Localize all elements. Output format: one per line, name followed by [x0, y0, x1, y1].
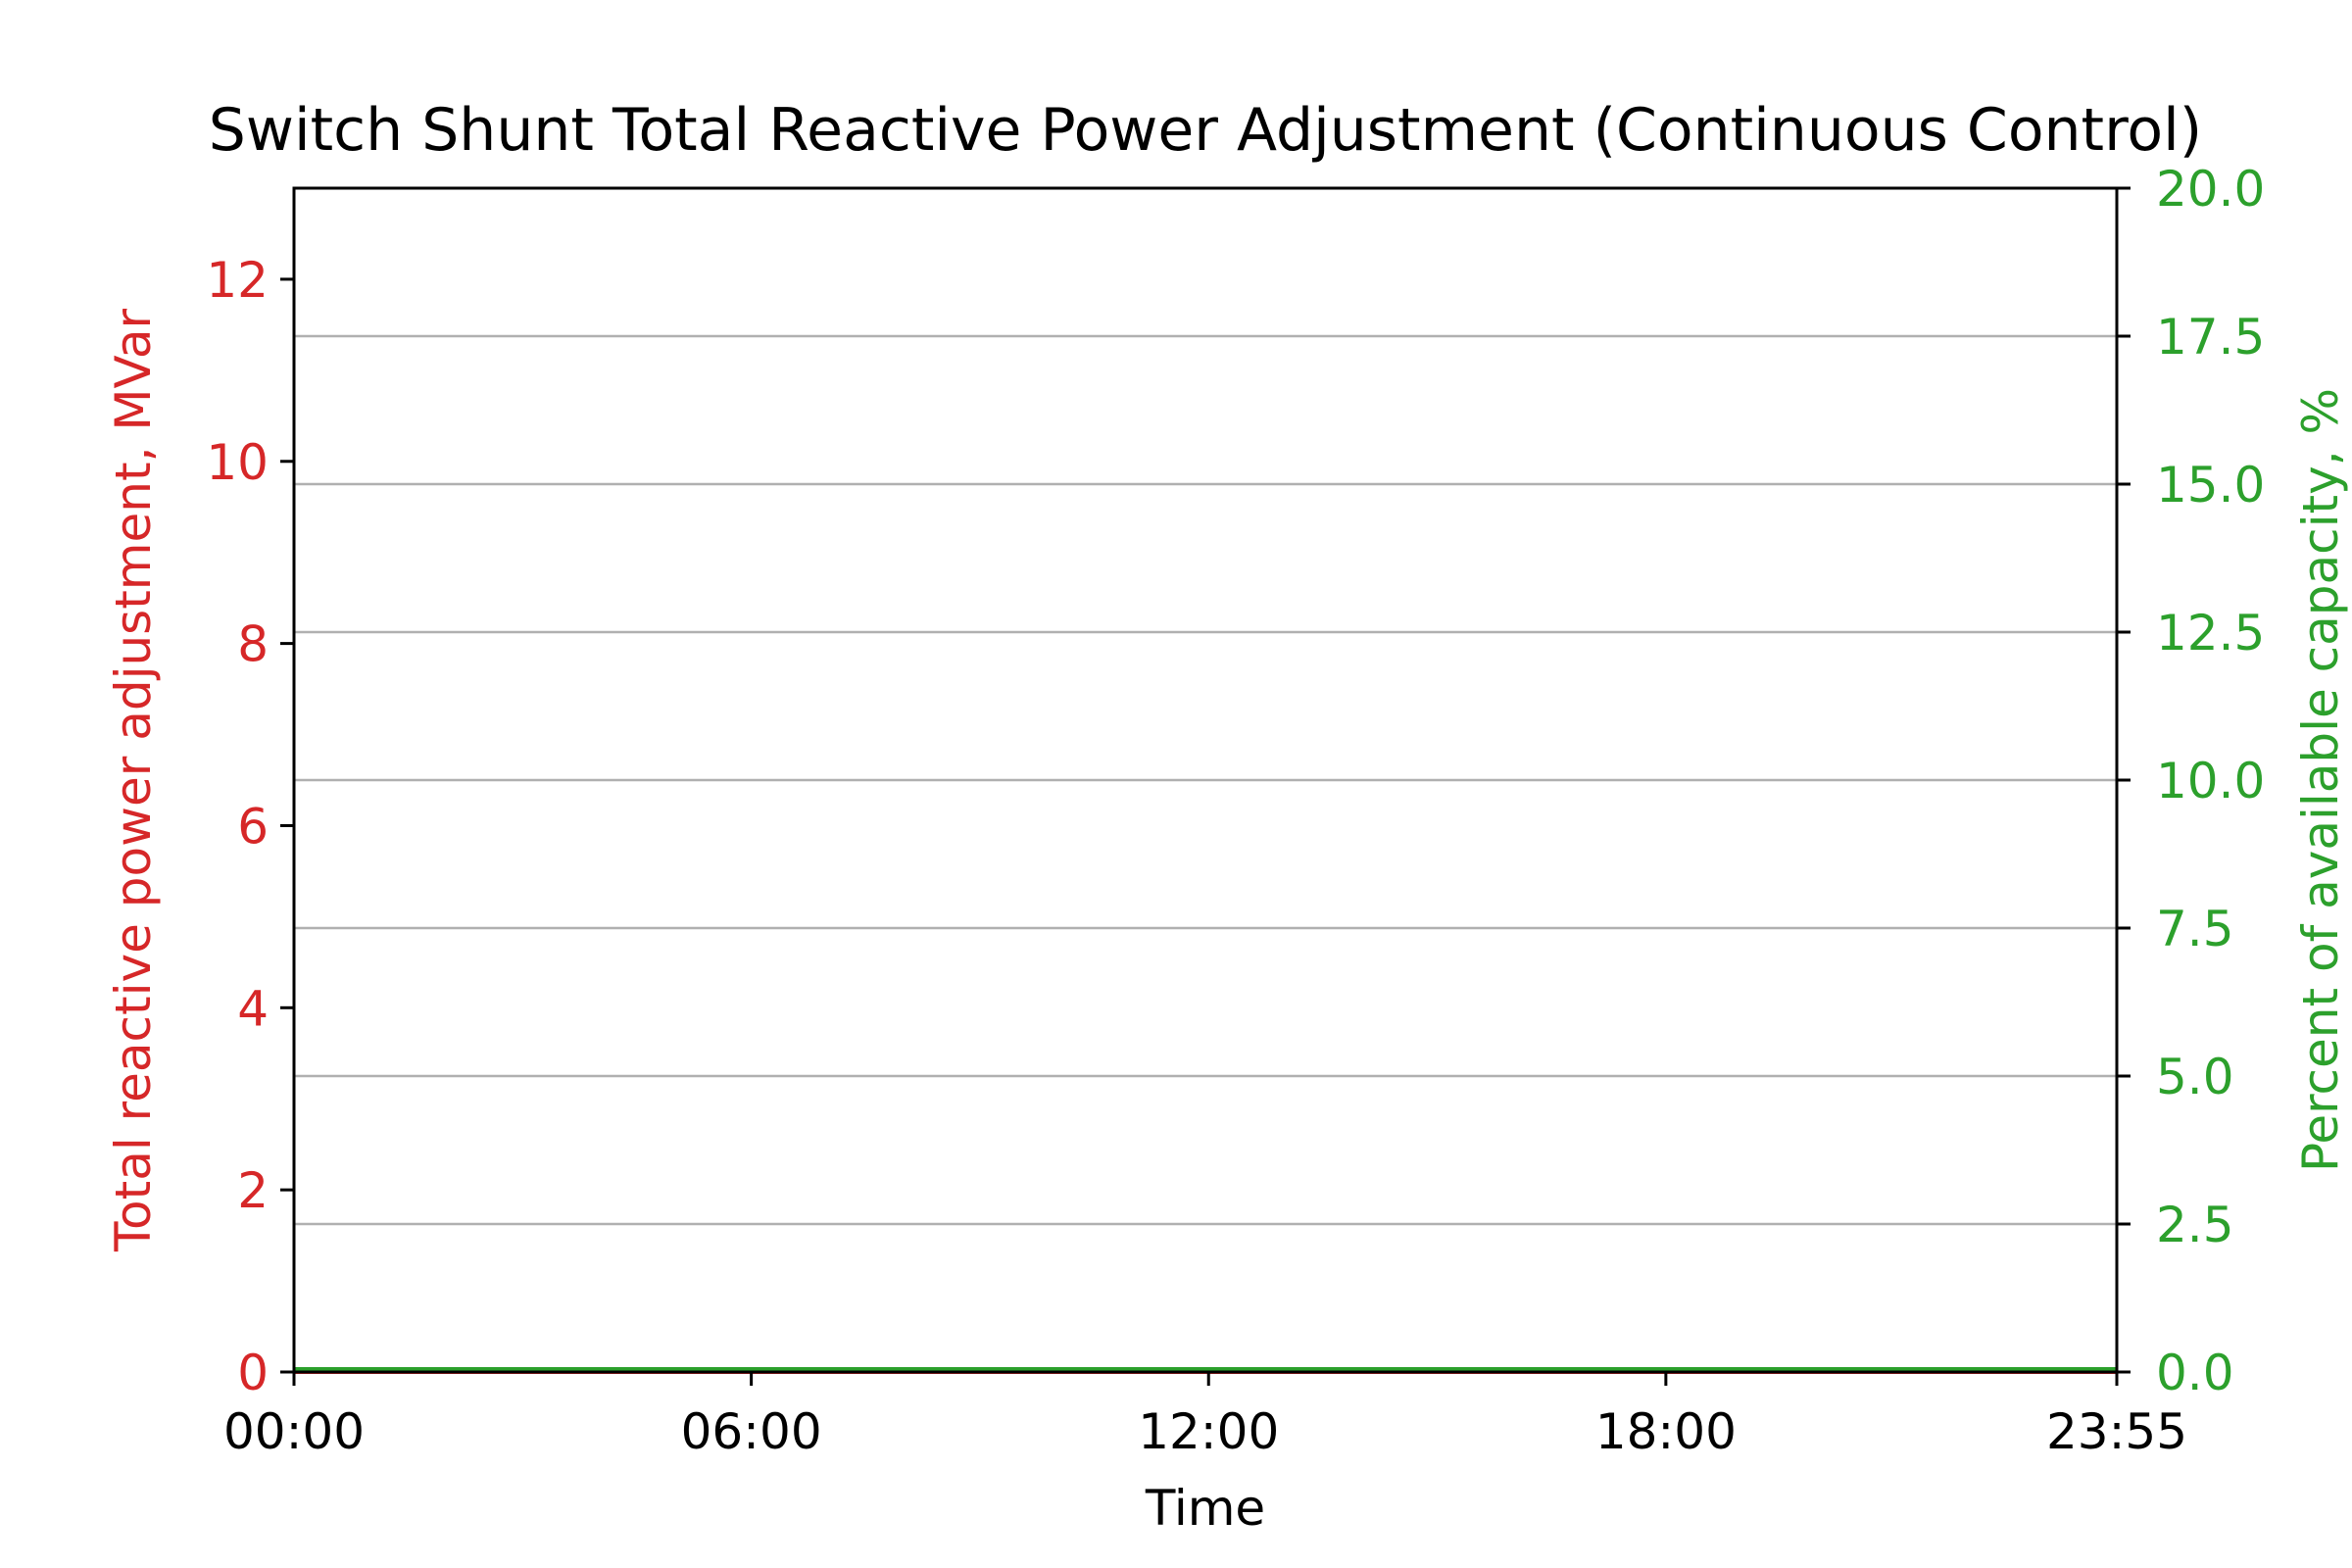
x-axis: 00:00 06:00 12:00 18:00 23:55: [223, 1372, 2187, 1460]
left-axis: 0 2 4 6 8 10 12: [206, 252, 294, 1401]
left-tick-label: 4: [237, 980, 269, 1037]
left-tick-label: 8: [237, 616, 269, 673]
x-tick-label: 23:55: [2046, 1403, 2187, 1460]
right-tick-label: 5.0: [2156, 1049, 2234, 1105]
right-axis-label: Percent of available capacity, %: [2292, 388, 2349, 1172]
left-axis-label: Total reactive power adjustment, MVar: [105, 309, 162, 1252]
left-tick-label: 0: [237, 1345, 269, 1401]
x-tick-label: 18:00: [1595, 1403, 1737, 1460]
right-tick-label: 7.5: [2156, 901, 2234, 957]
left-tick-label: 6: [237, 798, 269, 855]
right-tick-label: 20.0: [2156, 161, 2265, 218]
right-axis: 0.0 2.5 5.0 7.5 10.0 12.5 15.0 17.5 20.0: [2117, 161, 2265, 1401]
x-tick-label: 12:00: [1138, 1403, 1279, 1460]
left-tick-label: 10: [206, 434, 269, 491]
right-tick-label: 17.5: [2156, 309, 2265, 366]
left-tick-label: 2: [237, 1162, 269, 1219]
x-tick-label: 06:00: [681, 1403, 822, 1460]
right-tick-label: 15.0: [2156, 457, 2265, 514]
right-tick-label: 12.5: [2156, 605, 2265, 662]
x-axis-label: Time: [1145, 1480, 1265, 1537]
left-tick-label: 12: [206, 252, 269, 309]
right-tick-label: 0.0: [2156, 1345, 2234, 1401]
chart-title: Switch Shunt Total Reactive Power Adjust…: [209, 96, 2202, 165]
grid-lines: [294, 334, 2117, 1226]
x-tick-label: 00:00: [223, 1403, 365, 1460]
right-tick-label: 10.0: [2156, 753, 2265, 809]
right-tick-label: 2.5: [2156, 1197, 2234, 1253]
